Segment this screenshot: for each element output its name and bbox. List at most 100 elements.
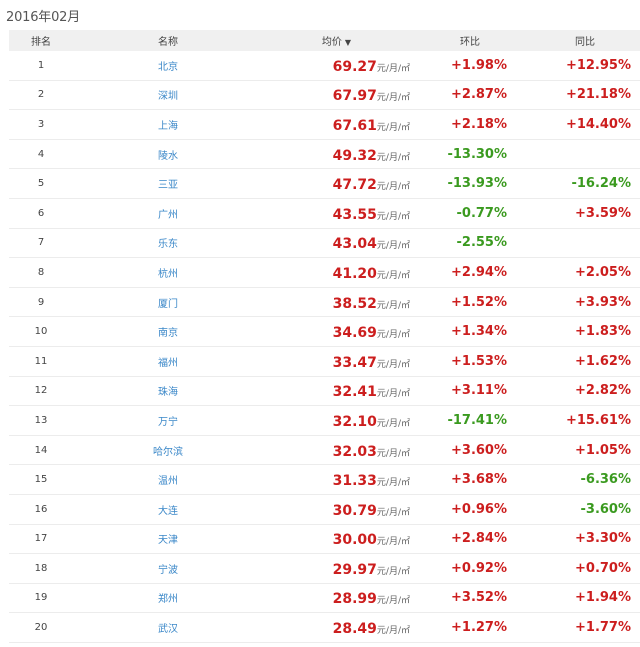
table-row: 9 厦门 38.52元/月/㎡ +1.52% +3.93% (9, 288, 640, 318)
rank-cell: 4 (37, 148, 45, 160)
price-cell: 28.99元/月/㎡ (263, 588, 410, 607)
sort-desc-icon: ▼ (344, 38, 352, 47)
table-row: 14 哈尔滨 32.03元/月/㎡ +3.60% +1.05% (9, 436, 640, 466)
hb-change: -0.77% (456, 205, 508, 221)
rank-cell: 17 (34, 533, 48, 545)
hb-change: +3.52% (451, 590, 507, 606)
price-unit: 元/月/㎡ (376, 93, 410, 104)
table-body: 1 北京 69.27元/月/㎡ +1.98% +12.95% 2 深圳 67.97元/月/㎡ +… (9, 51, 640, 643)
rank-cell: 16 (34, 503, 48, 515)
tb-change: +3.59% (575, 205, 631, 221)
table-row: 5 三亚 47.72元/月/㎡ -13.93% -16.24% (9, 169, 640, 199)
table-row: 18 宁波 29.97元/月/㎡ +0.92% +0.70% (9, 554, 640, 584)
city-link[interactable]: 杭州 (158, 268, 178, 280)
rank-cell: 20 (34, 622, 48, 634)
city-link[interactable]: 宁波 (158, 564, 178, 576)
price-unit: 元/月/㎡ (376, 122, 410, 133)
rank-cell: 7 (37, 237, 45, 249)
price-unit: 元/月/㎡ (376, 448, 410, 459)
price-unit: 元/月/㎡ (376, 418, 410, 429)
price-value: 41.20 (332, 265, 377, 282)
header-name: 名称 (158, 37, 178, 48)
rank-cell: 1 (37, 59, 45, 71)
city-link[interactable]: 万宁 (158, 416, 178, 428)
price-value: 38.52 (332, 295, 377, 312)
city-link[interactable]: 乐东 (158, 239, 178, 251)
city-link[interactable]: 北京 (158, 61, 178, 73)
price-cell: 67.97元/月/㎡ (263, 85, 410, 104)
price-value: 30.79 (332, 502, 377, 519)
city-link[interactable]: 珠海 (158, 387, 178, 399)
price-unit: 元/月/㎡ (376, 152, 410, 163)
price-unit: 元/月/㎡ (376, 330, 410, 341)
city-link[interactable]: 南京 (158, 328, 178, 340)
city-link[interactable]: 温州 (158, 476, 178, 488)
price-cell: 32.03元/月/㎡ (263, 441, 410, 460)
price-cell: 30.79元/月/㎡ (263, 500, 410, 519)
price-cell: 67.61元/月/㎡ (263, 115, 410, 134)
hb-change: +1.53% (451, 353, 507, 369)
tb-change: +14.40% (565, 116, 631, 132)
price-value: 67.61 (332, 117, 377, 134)
rank-cell: 12 (34, 385, 48, 397)
table-row: 8 杭州 41.20元/月/㎡ +2.94% +2.05% (9, 258, 640, 288)
city-link[interactable]: 郑州 (158, 594, 178, 606)
header-price-sort[interactable]: 均价 ▼ (263, 33, 410, 48)
city-link[interactable]: 三亚 (158, 180, 178, 192)
date-label: 2016年02月 (6, 10, 81, 25)
hb-change: -2.55% (456, 235, 508, 251)
city-link[interactable]: 深圳 (158, 91, 178, 103)
city-link[interactable]: 哈尔滨 (153, 446, 183, 458)
city-link[interactable]: 武汉 (158, 624, 178, 636)
city-link[interactable]: 大连 (158, 505, 178, 517)
hb-change: -13.30% (447, 146, 507, 162)
hb-change: +3.11% (451, 383, 507, 399)
table-row: 1 北京 69.27元/月/㎡ +1.98% +12.95% (9, 51, 640, 81)
city-link[interactable]: 福州 (158, 357, 178, 369)
table-row: 20 武汉 28.49元/月/㎡ +1.27% +1.77% (9, 613, 640, 643)
city-link[interactable]: 陵水 (158, 150, 178, 162)
price-cell: 69.27元/月/㎡ (263, 56, 410, 75)
hb-change: +0.92% (451, 560, 507, 576)
city-link[interactable]: 广州 (158, 209, 178, 221)
rank-cell: 13 (34, 414, 48, 426)
header-price-label: 均价 (321, 37, 342, 48)
rank-cell: 9 (37, 296, 45, 308)
rank-cell: 10 (34, 326, 48, 338)
rank-cell: 3 (37, 118, 45, 130)
price-unit: 元/月/㎡ (376, 63, 410, 74)
table-row: 12 珠海 32.41元/月/㎡ +3.11% +2.82% (9, 377, 640, 407)
price-unit: 元/月/㎡ (376, 507, 410, 518)
table-row: 19 郑州 28.99元/月/㎡ +3.52% +1.94% (9, 584, 640, 614)
hb-change: +2.84% (451, 531, 507, 547)
rank-cell: 2 (37, 89, 45, 101)
price-unit: 元/月/㎡ (376, 626, 410, 637)
price-value: 67.97 (332, 88, 377, 105)
price-value: 32.03 (332, 443, 377, 460)
hb-change: +0.96% (451, 501, 507, 517)
tb-change: +12.95% (565, 57, 631, 73)
hb-change: -17.41% (447, 412, 507, 428)
price-unit: 元/月/㎡ (376, 389, 410, 400)
tb-change: +3.30% (575, 531, 631, 547)
tb-change: +2.82% (575, 383, 631, 399)
hb-change: -13.93% (447, 176, 507, 192)
tb-change: +21.18% (565, 87, 631, 103)
price-value: 43.55 (332, 206, 377, 223)
city-link[interactable]: 天津 (158, 535, 178, 547)
hb-change: +2.18% (451, 116, 507, 132)
price-cell: 33.47元/月/㎡ (263, 352, 410, 371)
table-row: 16 大连 30.79元/月/㎡ +0.96% -3.60% (9, 495, 640, 525)
hb-change: +2.94% (451, 264, 507, 280)
hb-change: +1.98% (451, 57, 507, 73)
price-value: 30.00 (332, 532, 377, 549)
price-unit: 元/月/㎡ (376, 566, 410, 577)
table-row: 17 天津 30.00元/月/㎡ +2.84% +3.30% (9, 525, 640, 555)
price-cell: 34.69元/月/㎡ (263, 322, 410, 341)
rank-cell: 18 (34, 562, 48, 574)
price-cell: 31.33元/月/㎡ (263, 470, 410, 489)
price-value: 34.69 (332, 325, 377, 342)
city-link[interactable]: 上海 (158, 120, 178, 132)
price-value: 49.32 (332, 147, 377, 164)
city-link[interactable]: 厦门 (158, 298, 178, 310)
